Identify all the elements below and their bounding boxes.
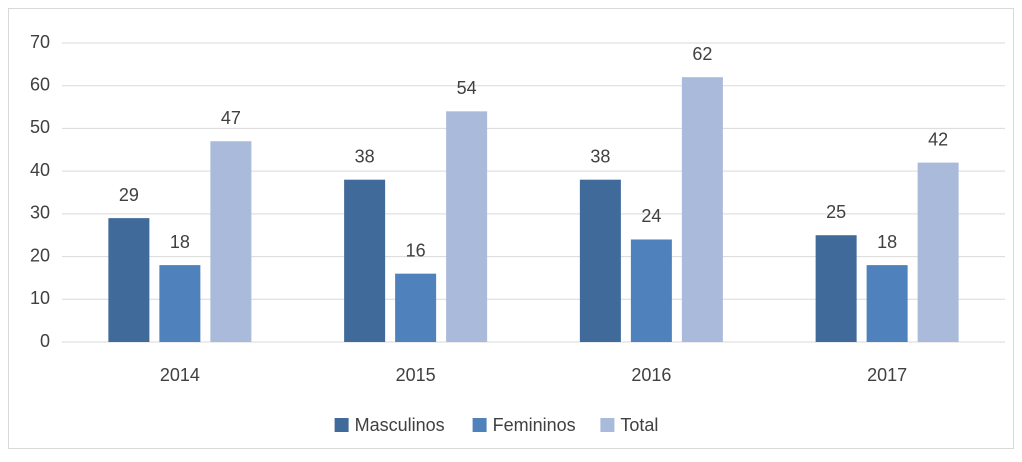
legend-swatch xyxy=(600,418,615,432)
legend-swatch xyxy=(472,418,487,432)
data-label: 42 xyxy=(928,129,948,149)
data-label: 54 xyxy=(457,78,477,98)
bar xyxy=(108,218,150,342)
bar xyxy=(395,273,437,342)
bar xyxy=(446,111,488,342)
y-tick-label: 50 xyxy=(30,117,50,137)
legend-label: Total xyxy=(620,415,658,435)
y-tick-label: 60 xyxy=(30,74,50,94)
y-tick-label: 10 xyxy=(30,288,50,308)
data-label: 38 xyxy=(590,146,610,166)
legend-swatch xyxy=(334,418,349,432)
legend-label: Masculinos xyxy=(355,415,445,435)
data-label: 25 xyxy=(826,202,846,222)
bar xyxy=(159,265,201,342)
bar xyxy=(579,179,621,342)
data-label: 62 xyxy=(692,44,712,64)
chart-border xyxy=(8,8,1014,449)
bar xyxy=(344,179,386,342)
data-label: 29 xyxy=(119,185,139,205)
data-label: 18 xyxy=(170,232,190,252)
bar xyxy=(866,265,908,342)
y-tick-label: 30 xyxy=(30,203,50,223)
data-label: 47 xyxy=(221,108,241,128)
y-tick-label: 40 xyxy=(30,160,50,180)
x-tick-label: 2014 xyxy=(160,365,200,385)
data-label: 16 xyxy=(406,240,426,260)
bar xyxy=(681,77,723,343)
x-tick-label: 2017 xyxy=(867,365,907,385)
legend-label: Femininos xyxy=(493,415,576,435)
y-tick-label: 20 xyxy=(30,245,50,265)
x-tick-label: 2016 xyxy=(631,365,671,385)
bar xyxy=(815,235,857,342)
bar xyxy=(210,141,252,342)
y-tick-label: 0 xyxy=(40,331,50,351)
data-label: 38 xyxy=(355,146,375,166)
bar xyxy=(630,239,672,342)
x-tick-label: 2015 xyxy=(396,365,436,385)
data-label: 24 xyxy=(641,206,661,226)
data-label: 18 xyxy=(877,232,897,252)
bar xyxy=(917,162,959,342)
y-tick-label: 70 xyxy=(30,32,50,52)
